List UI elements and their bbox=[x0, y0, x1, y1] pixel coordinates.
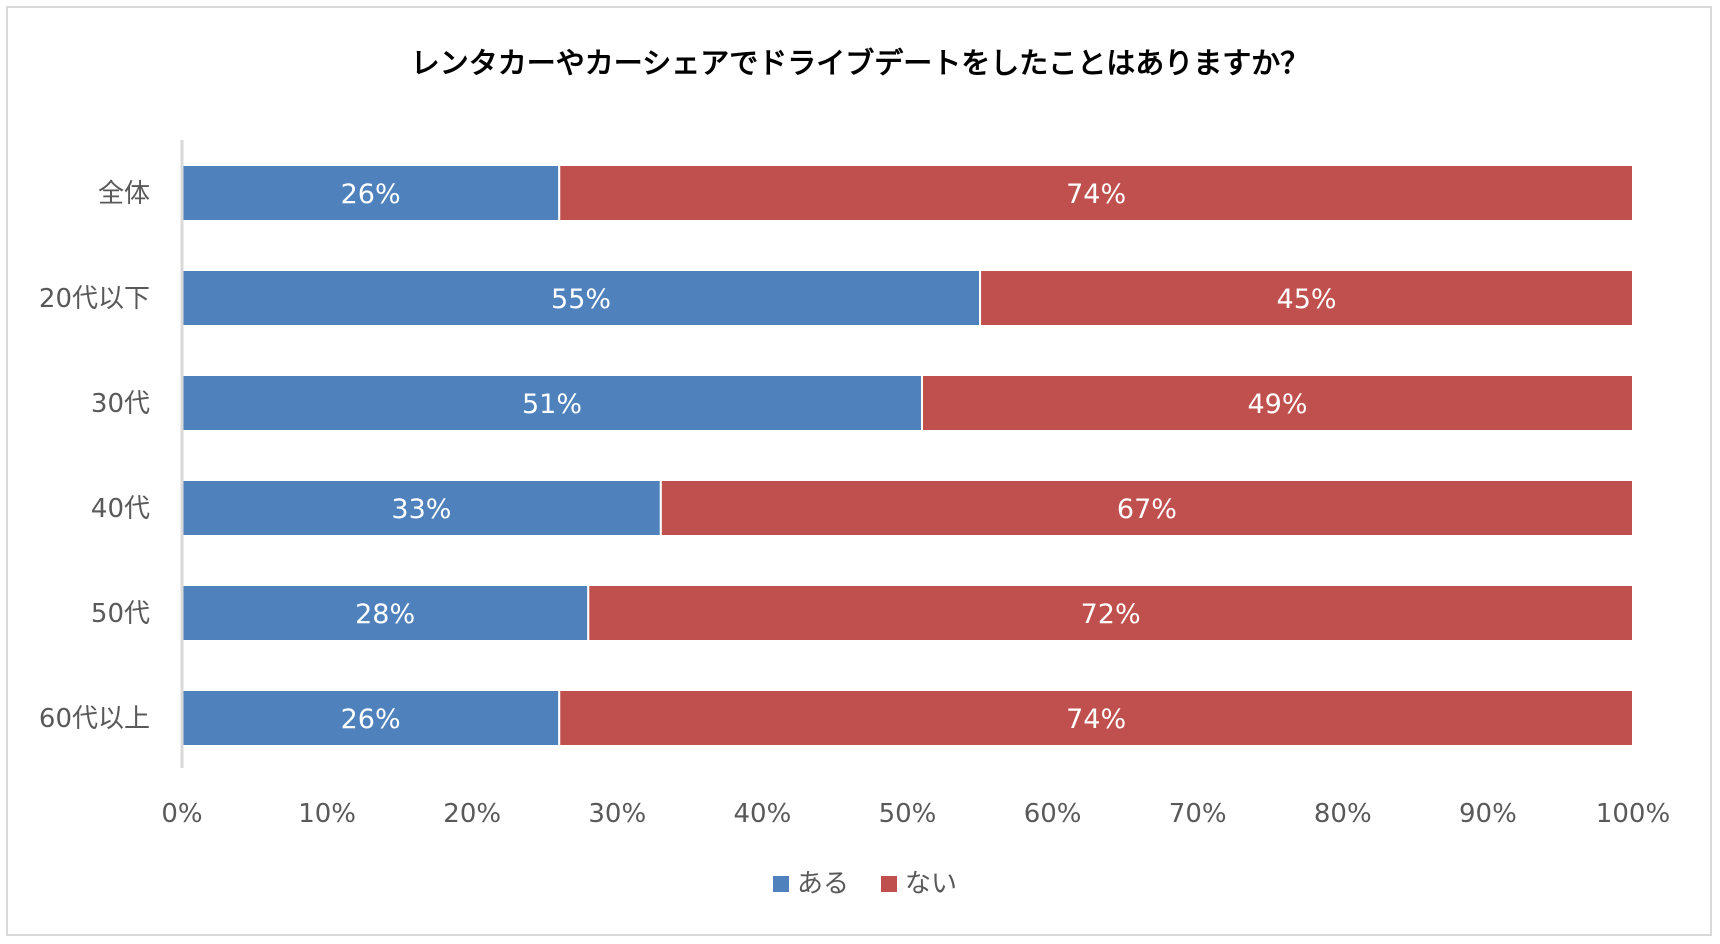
category-label-1: 20代以下 bbox=[39, 284, 150, 314]
data-label-nai-3: 67% bbox=[1117, 494, 1177, 525]
x-tick-label-4: 40% bbox=[734, 799, 792, 829]
x-tick-label-0: 0% bbox=[161, 799, 202, 829]
x-tick-label-2: 20% bbox=[443, 799, 501, 829]
x-axis-ticks: 0% 10% 20% 30% 40% 50% 60% 70% 80% 90% 100% bbox=[161, 799, 1670, 829]
data-label-nai-5: 74% bbox=[1066, 704, 1126, 735]
bars-group: 26% 74% 55% 45% 51% 49% 33% 67% 28% 72% 26% 74% bbox=[181, 164, 1634, 747]
bar-aru-2 bbox=[181, 374, 924, 432]
x-tick-label-5: 50% bbox=[879, 799, 937, 829]
legend-label-aru: ある bbox=[797, 869, 849, 899]
bar-nai-4 bbox=[587, 584, 1634, 642]
data-label-nai-4: 72% bbox=[1081, 599, 1141, 630]
x-tick-label-8: 80% bbox=[1314, 799, 1372, 829]
x-tick-label-6: 60% bbox=[1024, 799, 1082, 829]
bar-aru-1 bbox=[181, 269, 982, 327]
chart-frame bbox=[6, 6, 1712, 936]
category-label-0: 全体 bbox=[98, 179, 150, 209]
data-label-aru-2: 51% bbox=[522, 389, 582, 420]
bar-nai-3 bbox=[659, 479, 1634, 537]
x-tick-label-10: 100% bbox=[1596, 799, 1670, 829]
data-label-nai-2: 49% bbox=[1247, 389, 1307, 420]
bar-nai-0 bbox=[558, 164, 1634, 222]
category-labels: 全体 20代以下 30代 40代 50代 60代以上 bbox=[39, 179, 150, 734]
x-tick-label-9: 90% bbox=[1459, 799, 1517, 829]
data-label-aru-5: 26% bbox=[341, 704, 401, 735]
category-label-5: 60代以上 bbox=[39, 704, 150, 734]
x-tick-label-7: 70% bbox=[1169, 799, 1227, 829]
bar-nai-1 bbox=[979, 269, 1634, 327]
bar-nai-2 bbox=[921, 374, 1634, 432]
data-label-aru-0: 26% bbox=[341, 179, 401, 210]
data-label-aru-4: 28% bbox=[355, 599, 415, 630]
data-label-nai-1: 45% bbox=[1277, 284, 1337, 315]
legend-swatch-aru bbox=[773, 876, 789, 892]
data-label-aru-3: 33% bbox=[391, 494, 451, 525]
data-label-aru-1: 55% bbox=[551, 284, 611, 315]
data-label-nai-0: 74% bbox=[1066, 179, 1126, 210]
chart-title: レンタカーやカーシェアでドライブデートをしたことはありますか？ bbox=[410, 46, 1310, 80]
bar-aru-0 bbox=[181, 164, 561, 222]
x-tick-label-3: 30% bbox=[588, 799, 646, 829]
legend-swatch-nai bbox=[881, 876, 897, 892]
category-label-3: 40代 bbox=[91, 494, 150, 524]
legend: ある ない bbox=[773, 869, 957, 899]
category-label-4: 50代 bbox=[91, 599, 150, 629]
bar-aru-5 bbox=[181, 689, 561, 747]
bar-nai-5 bbox=[558, 689, 1634, 747]
category-label-2: 30代 bbox=[91, 389, 150, 419]
x-tick-label-1: 10% bbox=[298, 799, 356, 829]
legend-label-nai: ない bbox=[905, 869, 957, 899]
